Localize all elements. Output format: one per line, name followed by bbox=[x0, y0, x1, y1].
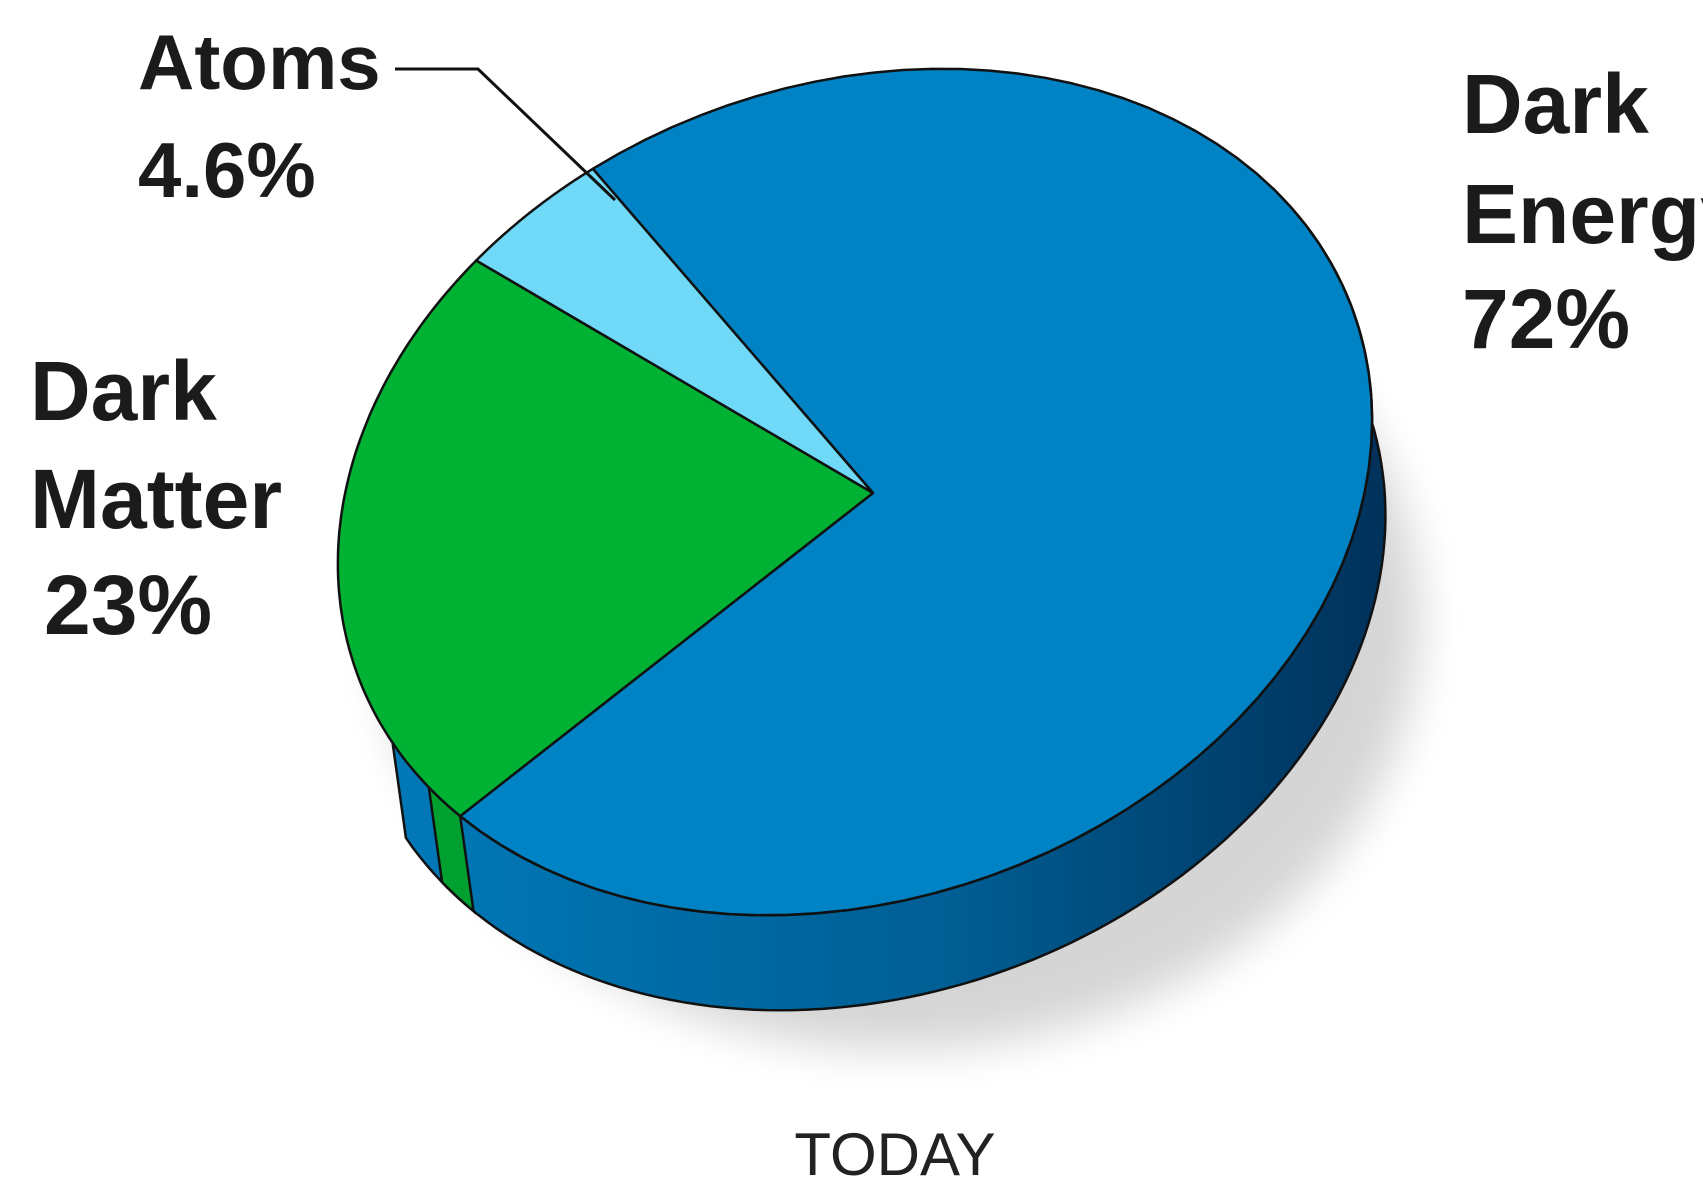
label-dark-matter-value: 23% bbox=[44, 558, 212, 652]
label-atoms-name: Atoms bbox=[138, 18, 381, 106]
chart-caption: TODAY bbox=[794, 1121, 995, 1183]
pie-slices bbox=[336, 67, 1374, 917]
label-atoms: Atoms 4.6% bbox=[138, 18, 617, 214]
pie-slice-atoms bbox=[474, 167, 875, 495]
label-dark-matter: Dark Matter 23% bbox=[30, 344, 282, 652]
pie-slice-dark-matter bbox=[336, 259, 875, 818]
label-dark-energy-line1: Dark bbox=[1462, 57, 1649, 151]
label-dark-energy-value: 72% bbox=[1462, 272, 1630, 366]
pie-slice-dark-energy bbox=[458, 67, 1374, 917]
label-dark-matter-line1: Dark bbox=[30, 344, 217, 438]
atoms-leader-line bbox=[395, 67, 617, 202]
label-dark-energy-line2: Energy bbox=[1462, 167, 1703, 261]
label-dark-matter-line2: Matter bbox=[30, 452, 282, 546]
label-atoms-value: 4.6% bbox=[138, 126, 316, 214]
label-dark-energy: Dark Energy 72% bbox=[1462, 57, 1703, 366]
